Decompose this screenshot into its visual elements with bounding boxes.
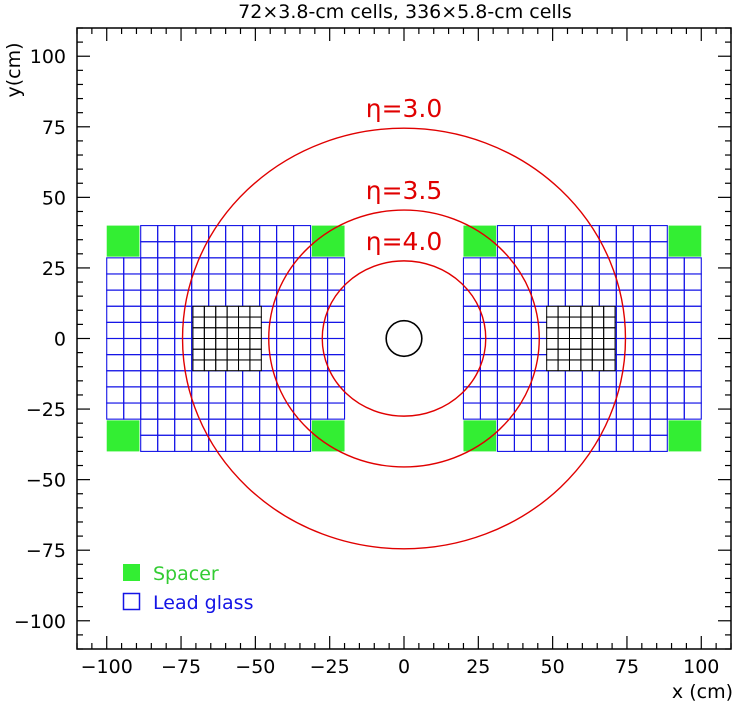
eta-circle <box>321 260 487 417</box>
y-axis-ticks: −100 −75 −50 −25 0 25 50 75 100 <box>14 27 731 650</box>
spacer-block <box>463 225 497 257</box>
y-tick-label: −25 <box>26 399 66 421</box>
x-tick-label: 75 <box>615 656 639 678</box>
eta-3-0-label: η=3.0 <box>366 94 443 123</box>
legend-spacer-swatch <box>123 564 140 581</box>
eta-circle <box>268 209 540 468</box>
spacer-block <box>311 225 345 257</box>
eta-3-5-label: η=3.5 <box>366 176 443 205</box>
spacer-block <box>668 420 702 452</box>
spacer-block <box>106 420 140 452</box>
x-tick-label: 50 <box>541 656 565 678</box>
spacer-block <box>311 420 345 452</box>
y-tick-label: 0 <box>54 329 66 351</box>
small-cell <box>603 305 616 318</box>
spacer-block <box>463 420 497 452</box>
x-tick-label: −75 <box>161 656 201 678</box>
small-cell-blocks <box>192 305 616 372</box>
lead-glass-cell <box>327 257 346 275</box>
x-axis-label: x (cm) <box>672 681 733 703</box>
legend: Spacer Lead glass <box>122 563 253 614</box>
x-axis-ticks: −100 −75 −50 −25 0 25 50 75 100 <box>76 28 732 678</box>
lead-glass-cell <box>683 257 702 275</box>
eta-circles <box>181 127 627 550</box>
spacer-blocks <box>106 225 702 452</box>
y-tick-label: −50 <box>26 470 66 492</box>
x-tick-label: −25 <box>310 656 350 678</box>
y-tick-label: 75 <box>42 117 66 139</box>
eta-4-0-label: η=4.0 <box>366 227 443 256</box>
spacer-block <box>106 225 140 257</box>
x-tick-label: −100 <box>81 656 133 678</box>
lead-glass-cell <box>649 225 668 243</box>
x-tick-label: −50 <box>235 656 275 678</box>
y-axis-label: y(cm) <box>3 42 25 97</box>
lead-glass-cell <box>293 225 312 243</box>
spacer-block <box>668 225 702 257</box>
eta-circle <box>181 127 627 550</box>
small-cell <box>249 305 262 318</box>
plot-title: 72×3.8-cm cells, 336×5.8-cm cells <box>238 1 572 23</box>
y-tick-label: 100 <box>30 46 66 68</box>
x-tick-label: 25 <box>466 656 490 678</box>
x-tick-label: 100 <box>683 656 719 678</box>
legend-spacer-label: Spacer <box>153 563 219 585</box>
legend-lead-glass-swatch <box>122 592 141 611</box>
y-tick-label: 50 <box>42 187 66 209</box>
x-tick-label: 0 <box>398 656 410 678</box>
beam-pipe-circle <box>385 319 423 358</box>
y-tick-label: −100 <box>14 611 66 633</box>
legend-lead-glass-label: Lead glass <box>153 592 253 614</box>
y-tick-label: −75 <box>26 540 66 562</box>
y-tick-label: 25 <box>42 258 66 280</box>
